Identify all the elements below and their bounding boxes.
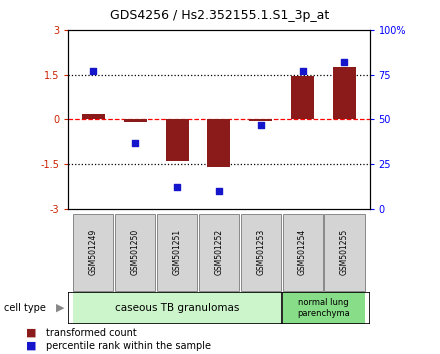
Bar [291,76,314,120]
FancyBboxPatch shape [241,214,281,291]
FancyBboxPatch shape [199,214,239,291]
Bar [165,120,189,161]
FancyBboxPatch shape [73,292,281,324]
Text: GSM501250: GSM501250 [131,229,139,275]
Point [90,68,97,74]
Point [173,184,180,190]
Bar [207,120,231,167]
Point [299,68,306,74]
Bar [124,120,147,122]
Text: GSM501249: GSM501249 [89,229,98,275]
FancyBboxPatch shape [282,292,365,324]
Point [341,59,348,65]
Bar [249,120,272,121]
Text: percentile rank within the sample: percentile rank within the sample [46,341,211,351]
Bar [82,114,105,120]
Text: GSM501253: GSM501253 [256,229,265,275]
Text: ■: ■ [26,341,37,351]
FancyBboxPatch shape [73,214,114,291]
Text: GSM501251: GSM501251 [172,229,182,275]
Point [216,188,223,194]
Point [132,140,139,145]
FancyBboxPatch shape [282,214,323,291]
Text: caseous TB granulomas: caseous TB granulomas [115,303,239,313]
Point [257,122,264,128]
Text: GSM501252: GSM501252 [214,229,224,275]
Text: transformed count: transformed count [46,328,137,338]
FancyBboxPatch shape [115,214,155,291]
Text: ▶: ▶ [56,303,64,313]
Text: cell type: cell type [4,303,46,313]
FancyBboxPatch shape [324,214,365,291]
Text: GDS4256 / Hs2.352155.1.S1_3p_at: GDS4256 / Hs2.352155.1.S1_3p_at [110,9,330,22]
Text: GSM501254: GSM501254 [298,229,307,275]
FancyBboxPatch shape [157,214,197,291]
Text: GSM501255: GSM501255 [340,229,349,275]
Text: normal lung
parenchyma: normal lung parenchyma [297,298,350,318]
Bar [333,67,356,120]
Text: ■: ■ [26,328,37,338]
